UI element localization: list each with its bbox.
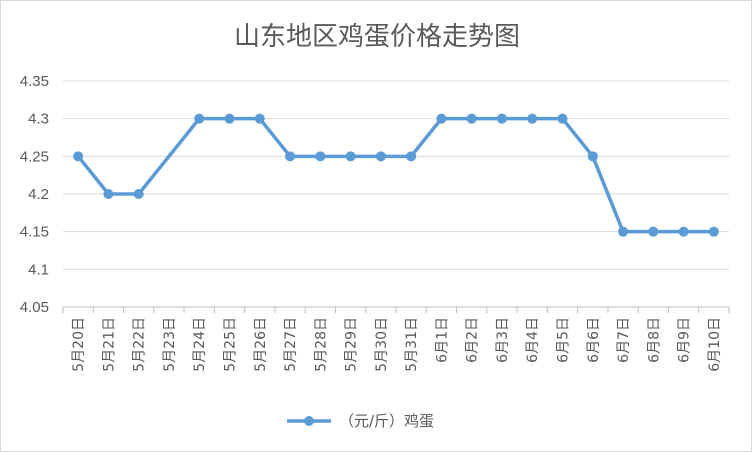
data-point [406,151,417,162]
x-tick-label: 5月21日 [101,317,117,372]
data-point [345,151,356,162]
data-point [73,151,84,162]
legend: （元/斤）鸡蛋 [287,412,434,430]
chart-title: 山东地区鸡蛋价格走势图 [234,22,520,52]
x-tick-label: 5月23日 [162,317,178,372]
data-point [224,113,235,124]
data-point [648,226,659,237]
x-tick-label: 6月7日 [616,317,632,363]
x-tick-label: 5月26日 [253,317,269,372]
data-point [678,226,689,237]
y-tick-label: 4.3 [28,111,49,128]
data-point [103,189,114,199]
data-point [375,151,386,162]
x-tick-label: 6月1日 [434,317,450,363]
x-tick-label: 6月2日 [465,317,481,363]
x-tick-label: 5月25日 [223,317,239,372]
y-tick-label: 4.15 [20,224,49,241]
data-point [557,113,568,124]
data-point [285,151,296,162]
y-tick-label: 4.1 [28,261,49,278]
x-tick-label: 5月24日 [192,317,208,372]
x-tick-label: 6月6日 [586,317,602,363]
x-tick-label: 5月28日 [313,317,329,372]
data-point [587,151,598,162]
data-point [194,113,205,124]
x-tick-label: 6月10日 [707,317,723,372]
data-point [436,113,447,124]
x-tick-label: 5月30日 [374,317,390,372]
x-tick-label: 6月9日 [677,317,693,363]
series-layer [73,113,719,237]
x-tick-label: 5月27日 [283,317,299,372]
x-tick-label: 5月31日 [404,317,420,372]
x-tick-label: 6月5日 [556,317,572,363]
data-point [466,113,477,124]
data-point [315,151,326,162]
series-line [76,116,714,234]
x-tick-label: 5月29日 [344,317,360,372]
legend-marker [304,416,314,426]
legend-label: （元/斤）鸡蛋 [339,412,434,430]
data-point [496,113,507,124]
x-tick-label: 6月3日 [495,317,511,363]
x-tick-label: 5月20日 [71,317,87,372]
data-point [527,113,538,124]
data-point [708,226,719,237]
y-tick-label: 4.25 [20,148,49,165]
data-point [133,189,144,199]
gridlines [63,80,729,308]
x-tick-label: 6月8日 [646,317,662,363]
x-axis: 5月20日 5月21日 5月22日 5月23日 5月24日 5月25日 5月26日 5月27日… [62,307,730,372]
y-tick-label: 4.05 [20,299,49,316]
data-point [254,113,265,124]
y-tick-label: 4.35 [20,73,49,90]
y-tick-label: 4.2 [28,186,49,203]
x-tick-label: 5月22日 [132,317,148,372]
data-point [618,226,629,237]
x-tick-label: 6月4日 [525,317,541,363]
y-axis-tick-labels: 4.05 4.1 4.15 4.2 4.25 4.3 4.35 [20,73,49,316]
